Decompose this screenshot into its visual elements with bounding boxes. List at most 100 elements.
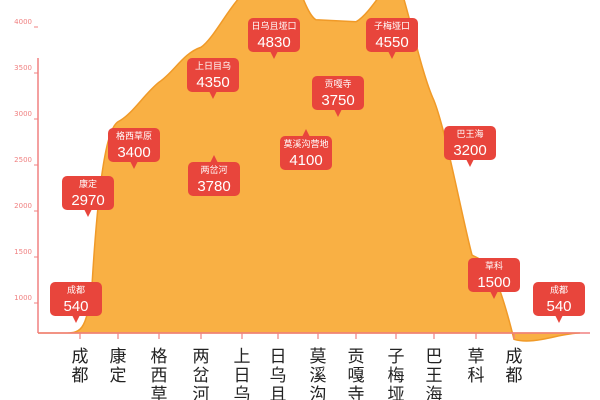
x-category-char: 科: [468, 366, 485, 386]
x-category-char: 格: [151, 347, 168, 367]
x-category-char: 海: [426, 385, 443, 400]
x-category-char: 日: [234, 366, 251, 386]
x-category-char: 梅: [388, 366, 405, 386]
callout-tag: 贡嘎寺 3750: [312, 76, 364, 117]
x-category-label: 莫溪沟: [310, 347, 327, 400]
callout-pointer: [466, 159, 474, 167]
x-category-label: 格西草: [151, 347, 168, 400]
callout-elevation-value: 540: [63, 298, 88, 315]
y-tick-label: 3000: [14, 110, 32, 118]
callout-box: [108, 128, 160, 162]
callout-tag: 康定 2970: [62, 176, 114, 217]
callout-tag: 上日目乌 4350: [187, 58, 239, 99]
callout-elevation-value: 4100: [289, 152, 322, 169]
x-category-label: 两岔河: [193, 347, 210, 400]
callout-place-name: 日乌且垭口: [251, 20, 296, 32]
callout-tag: 子梅垭口 4550: [366, 18, 418, 59]
x-category-char: 贡: [348, 347, 365, 367]
x-category-label: 子梅垭: [388, 347, 405, 400]
x-category-label: 康定: [110, 347, 127, 386]
callout-box: [187, 58, 239, 92]
x-category-label: 日乌且: [270, 347, 287, 400]
callout-pointer: [209, 91, 217, 99]
callout-elevation-value: 1500: [477, 274, 510, 291]
callout-box: [280, 136, 332, 170]
callout-place-name: 巴王海: [456, 128, 483, 140]
callout-place-name: 草科: [485, 260, 503, 272]
x-category-char: 且: [270, 385, 287, 400]
x-category-char: 日: [270, 347, 287, 367]
callout-pointer: [84, 209, 92, 217]
x-category-char: 定: [110, 366, 127, 386]
x-category-char: 寺: [348, 385, 365, 400]
y-tick-label: 2000: [14, 202, 32, 210]
x-category-char: 草: [151, 385, 168, 400]
x-category-label: 贡嘎寺: [348, 347, 365, 400]
x-category-char: 成: [506, 347, 523, 367]
x-category-label: 成都: [506, 347, 523, 386]
callout-tag: 成都 540: [533, 282, 585, 323]
x-category-label: 巴王海: [426, 347, 443, 400]
x-category-char: 乌: [270, 366, 287, 386]
callout-box: [366, 18, 418, 52]
callout-elevation-value: 540: [546, 298, 571, 315]
x-category-char: 西: [151, 366, 168, 386]
callout-place-name: 两岔河: [200, 164, 227, 176]
callout-box: [312, 76, 364, 110]
callout-box: [188, 162, 240, 196]
callout-elevation-value: 3750: [321, 92, 354, 109]
callout-place-name: 上日目乌: [195, 60, 231, 72]
x-category-char: 岔: [193, 366, 210, 386]
callout-place-name: 康定: [79, 178, 97, 190]
callout-pointer: [388, 51, 396, 59]
x-category-char: 上: [234, 347, 251, 367]
x-category-char: 河: [193, 385, 210, 400]
x-category-label: 成都: [72, 347, 89, 386]
y-tick-label: 3500: [14, 64, 32, 72]
callout-box: [468, 258, 520, 292]
callout-box: [533, 282, 585, 316]
x-category-label: 草科: [468, 347, 485, 386]
callout-tag: 日乌且垭口 4830: [248, 18, 300, 59]
x-category-char: 子: [388, 347, 405, 367]
callout-pointer: [270, 51, 278, 59]
x-category-char: 草: [468, 347, 485, 367]
callout-tag: 两岔河 3780: [188, 155, 240, 196]
callout-pointer: [210, 155, 218, 163]
callout-tag: 成都 540: [50, 282, 102, 323]
callout-place-name: 成都: [67, 284, 85, 296]
x-category-char: 莫: [310, 347, 327, 367]
callout-pointer: [130, 161, 138, 169]
callout-pointer: [334, 109, 342, 117]
callout-tag: 巴王海 3200: [444, 126, 496, 167]
x-category-char: 溪: [310, 366, 327, 386]
callout-pointer: [302, 129, 310, 137]
callout-box: [248, 18, 300, 52]
x-category-char: 成: [72, 347, 89, 367]
y-tick-label: 1000: [14, 294, 32, 302]
x-category-char: 垭: [388, 385, 405, 400]
x-category-char: 两: [193, 347, 210, 367]
x-category-char: 沟: [310, 385, 327, 400]
callout-place-name: 格西草原: [116, 130, 152, 142]
callout-elevation-value: 2970: [71, 192, 104, 209]
y-tick-label: 1500: [14, 248, 32, 256]
x-category-char: 康: [110, 347, 127, 367]
callout-elevation-value: 3400: [117, 144, 150, 161]
y-tick-label: 4000: [14, 18, 32, 26]
callout-tag: 草科 1500: [468, 258, 520, 299]
callout-box: [444, 126, 496, 160]
callout-tag: 莫溪沟营地 4100: [280, 129, 332, 170]
callout-pointer: [490, 291, 498, 299]
x-category-char: 王: [426, 366, 443, 386]
callout-box: [62, 176, 114, 210]
callout-box: [50, 282, 102, 316]
callout-elevation-value: 3780: [197, 178, 230, 195]
callout-elevation-value: 4830: [257, 34, 290, 51]
x-category-char: 嘎: [348, 366, 365, 386]
x-category-char: 都: [506, 366, 523, 386]
elevation-area: [38, 0, 581, 342]
callout-elevation-value: 3200: [453, 142, 486, 159]
callout-place-name: 莫溪沟营地: [283, 138, 328, 150]
